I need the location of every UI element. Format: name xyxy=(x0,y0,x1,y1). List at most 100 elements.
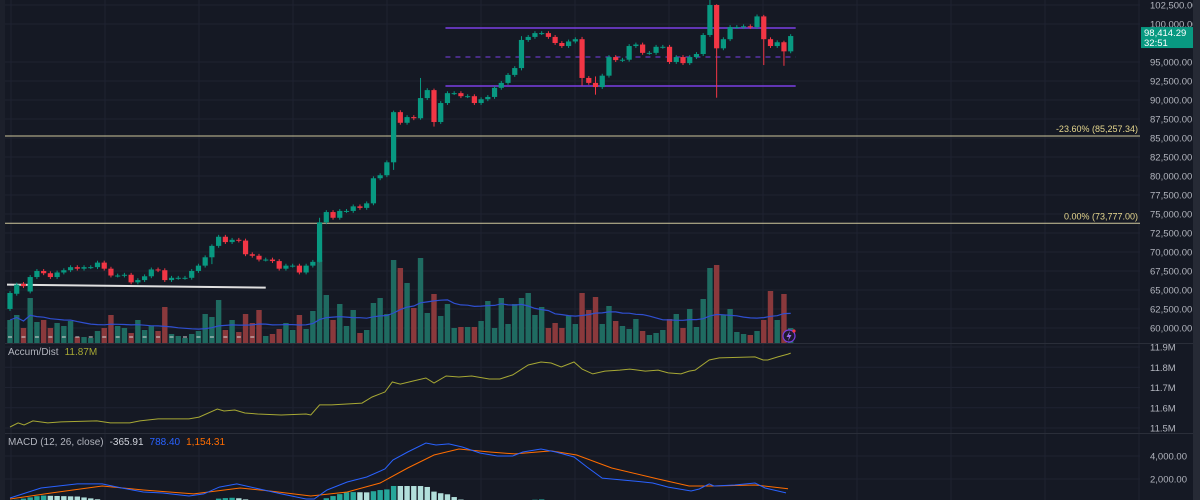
candle[interactable] xyxy=(14,282,20,296)
candle[interactable] xyxy=(310,259,316,268)
candle[interactable] xyxy=(61,268,67,275)
candle[interactable] xyxy=(411,115,417,121)
candle[interactable] xyxy=(162,268,168,282)
candle[interactable] xyxy=(276,259,282,271)
candle[interactable] xyxy=(478,97,484,105)
candle[interactable] xyxy=(7,291,13,311)
candle[interactable] xyxy=(781,40,787,66)
candle[interactable] xyxy=(707,0,713,37)
candle[interactable] xyxy=(666,44,673,64)
price-scale[interactable] xyxy=(1140,0,1193,500)
candle[interactable] xyxy=(592,76,599,95)
candle[interactable] xyxy=(579,36,585,86)
candle[interactable] xyxy=(47,271,53,279)
candle[interactable] xyxy=(135,278,141,285)
candle[interactable] xyxy=(606,55,612,78)
candle[interactable] xyxy=(444,91,451,105)
trendline[interactable] xyxy=(6,283,266,289)
candle[interactable] xyxy=(290,263,296,268)
candle[interactable] xyxy=(599,73,605,89)
candle[interactable] xyxy=(54,270,60,279)
candle[interactable] xyxy=(242,238,249,257)
candle[interactable] xyxy=(155,267,161,273)
candle[interactable] xyxy=(142,274,148,282)
candle[interactable] xyxy=(337,209,343,220)
candle[interactable] xyxy=(720,37,726,51)
candle[interactable] xyxy=(41,269,47,276)
candle[interactable] xyxy=(115,273,121,278)
candle[interactable] xyxy=(249,252,255,258)
candle[interactable] xyxy=(256,253,262,262)
candle[interactable] xyxy=(532,31,538,39)
candle[interactable] xyxy=(498,80,504,90)
candle[interactable] xyxy=(216,234,222,248)
candle[interactable] xyxy=(525,35,531,42)
candle[interactable] xyxy=(222,234,228,244)
candle[interactable] xyxy=(364,201,370,210)
candle[interactable] xyxy=(700,33,706,56)
candle[interactable] xyxy=(81,265,87,271)
candle[interactable] xyxy=(148,267,154,279)
candle[interactable] xyxy=(34,269,40,279)
candle[interactable] xyxy=(512,66,518,77)
candle[interactable] xyxy=(202,255,208,268)
candle[interactable] xyxy=(727,25,733,42)
candle[interactable] xyxy=(565,39,572,48)
candle[interactable] xyxy=(451,91,457,96)
candle[interactable] xyxy=(209,244,215,265)
candle[interactable] xyxy=(740,24,747,29)
accum-dist-legend[interactable]: Accum/Dist 11.87M xyxy=(8,347,103,358)
candle[interactable] xyxy=(767,37,774,48)
candle[interactable] xyxy=(633,42,639,48)
candle[interactable] xyxy=(94,260,101,270)
candle[interactable] xyxy=(377,173,383,181)
candle[interactable] xyxy=(431,88,437,127)
candle[interactable] xyxy=(350,204,356,213)
candle[interactable] xyxy=(471,94,477,105)
candle[interactable] xyxy=(391,110,397,170)
candle[interactable] xyxy=(397,110,403,125)
candle[interactable] xyxy=(680,55,686,66)
candle[interactable] xyxy=(417,77,424,120)
candle[interactable] xyxy=(168,275,175,282)
candle[interactable] xyxy=(27,275,33,294)
candle[interactable] xyxy=(370,176,377,206)
macd-legend[interactable]: MACD (12, 26, close) -365.91 788.40 1,154.3… xyxy=(8,437,231,448)
candle[interactable] xyxy=(518,36,525,71)
candle[interactable] xyxy=(88,265,94,270)
candle[interactable] xyxy=(693,52,700,59)
candle[interactable] xyxy=(182,275,188,280)
candle[interactable] xyxy=(263,257,269,262)
candle[interactable] xyxy=(101,260,107,271)
candle[interactable] xyxy=(619,57,626,62)
candle[interactable] xyxy=(734,25,740,29)
candle[interactable] xyxy=(626,44,632,62)
candle[interactable] xyxy=(195,263,202,273)
candle[interactable] xyxy=(357,204,363,210)
candle[interactable] xyxy=(559,41,565,48)
candle[interactable] xyxy=(189,269,195,280)
candle[interactable] xyxy=(660,44,666,49)
candle[interactable] xyxy=(108,266,114,278)
candle[interactable] xyxy=(323,210,329,225)
candle[interactable] xyxy=(788,34,794,54)
candle[interactable] xyxy=(67,265,74,273)
right-scrollbar[interactable] xyxy=(1193,0,1200,500)
candle[interactable] xyxy=(296,263,302,275)
candle[interactable] xyxy=(552,35,558,45)
candle[interactable] xyxy=(20,281,27,289)
candle[interactable] xyxy=(491,85,498,99)
lightning-icon[interactable] xyxy=(782,329,796,343)
candle[interactable] xyxy=(687,55,693,66)
candle[interactable] xyxy=(128,272,134,285)
candle[interactable] xyxy=(673,55,679,64)
candle[interactable] xyxy=(175,275,181,280)
candle[interactable] xyxy=(458,91,464,99)
candle[interactable] xyxy=(465,94,471,99)
candle[interactable] xyxy=(303,263,309,275)
candle[interactable] xyxy=(330,210,336,220)
candle[interactable] xyxy=(774,40,780,48)
candle[interactable] xyxy=(229,237,235,244)
candle[interactable] xyxy=(404,115,410,125)
